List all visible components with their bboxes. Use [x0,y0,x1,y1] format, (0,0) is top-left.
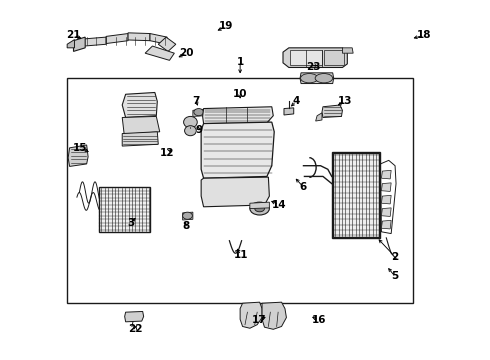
Ellipse shape [194,109,203,116]
Text: 10: 10 [233,89,247,99]
Polygon shape [316,113,322,121]
Text: 4: 4 [293,96,300,107]
Bar [324,50,344,64]
Polygon shape [145,46,174,60]
Polygon shape [381,183,391,192]
Polygon shape [201,177,270,207]
Ellipse shape [250,202,270,215]
Text: 3: 3 [127,218,134,228]
Polygon shape [201,122,274,178]
Polygon shape [84,37,106,46]
Polygon shape [68,145,88,166]
Polygon shape [343,48,353,53]
Polygon shape [150,33,167,44]
Ellipse shape [255,205,265,212]
Polygon shape [262,302,287,329]
Text: 13: 13 [338,96,352,107]
Polygon shape [250,202,270,208]
Text: 16: 16 [312,315,326,325]
Bar [67,78,413,303]
Ellipse shape [185,126,196,136]
Text: 6: 6 [300,182,307,192]
Bar [333,153,379,237]
Ellipse shape [315,73,333,83]
Text: 22: 22 [128,324,143,334]
Polygon shape [122,132,158,146]
Text: 18: 18 [417,30,432,40]
Polygon shape [74,37,85,51]
Polygon shape [67,40,74,48]
Polygon shape [193,109,205,116]
Polygon shape [283,48,347,67]
Bar [99,187,150,232]
Polygon shape [202,107,273,123]
Text: 11: 11 [234,250,248,260]
Polygon shape [128,33,150,41]
Ellipse shape [300,73,318,83]
Polygon shape [183,212,193,220]
Polygon shape [381,220,391,229]
Ellipse shape [183,212,193,219]
Polygon shape [381,195,391,204]
Text: 1: 1 [237,57,244,67]
Text: 17: 17 [252,315,267,325]
Text: 8: 8 [182,221,189,231]
Polygon shape [240,302,262,328]
Text: 20: 20 [179,48,194,58]
Polygon shape [122,116,160,134]
Polygon shape [381,208,391,216]
Text: 15: 15 [73,143,88,153]
Text: 2: 2 [392,252,399,262]
Polygon shape [381,170,391,179]
Text: 19: 19 [220,21,234,31]
Text: 21: 21 [66,30,81,40]
Bar [290,50,322,64]
Text: 9: 9 [195,125,202,135]
Polygon shape [158,37,176,51]
Bar [332,152,380,238]
Polygon shape [284,108,294,115]
Polygon shape [106,33,128,44]
Text: 5: 5 [392,271,399,282]
Polygon shape [300,73,334,84]
Polygon shape [122,93,157,117]
Polygon shape [124,311,144,322]
Text: 12: 12 [160,148,174,158]
Text: 7: 7 [193,96,200,107]
Text: 14: 14 [272,200,287,210]
Ellipse shape [184,116,197,128]
Polygon shape [322,105,343,117]
Text: 23: 23 [306,63,320,72]
